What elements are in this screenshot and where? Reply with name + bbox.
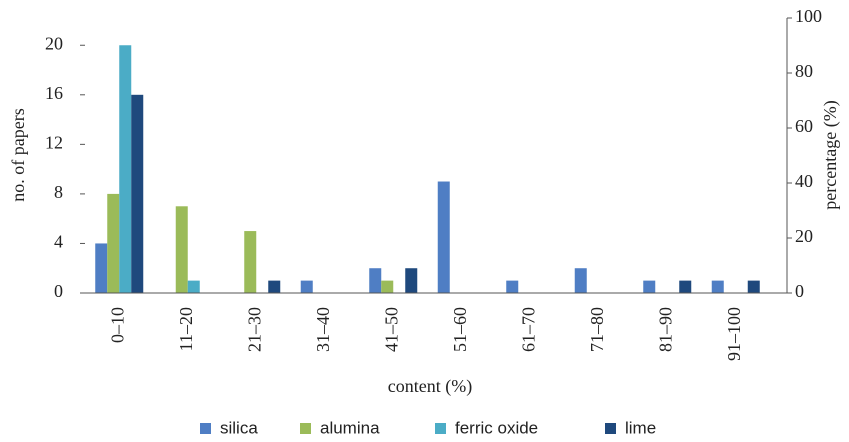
bar (711, 280, 724, 293)
x-tick-label: 41–50 (381, 307, 401, 352)
bar (381, 280, 394, 293)
bar (405, 268, 418, 293)
bar (95, 243, 108, 293)
bar (437, 181, 450, 293)
y-tick-label: 12 (45, 132, 63, 152)
x-tick-label: 11–20 (176, 307, 196, 351)
x-tick-label: 61–70 (518, 307, 538, 352)
bar (119, 45, 132, 293)
bar (175, 206, 188, 293)
bar (107, 193, 120, 293)
y2-axis-label: percentage (%) (820, 100, 841, 209)
y-tick-label: 16 (45, 83, 63, 103)
legend-swatch (300, 423, 311, 434)
bar (506, 280, 519, 293)
bar (300, 280, 313, 293)
y2-tick-label: 0 (795, 281, 804, 301)
bar (187, 280, 200, 293)
x-tick-label: 31–40 (313, 307, 333, 352)
y2-tick-label: 100 (795, 6, 822, 26)
bar (131, 94, 144, 293)
x-tick-label: 21–30 (244, 307, 264, 352)
x-tick-label: 91–100 (724, 307, 744, 361)
bar (268, 280, 281, 293)
legend-swatch (435, 423, 446, 434)
x-tick-label: 81–90 (655, 307, 675, 352)
bar (574, 268, 587, 293)
bar (643, 280, 656, 293)
y2-tick-label: 80 (795, 61, 813, 81)
legend-label: alumina (320, 418, 380, 437)
y-tick-label: 0 (54, 281, 63, 301)
y-tick-label: 20 (45, 33, 63, 53)
y-axis-label: no. of papers (8, 108, 28, 201)
legend-label: silica (220, 418, 258, 437)
bar (679, 280, 692, 293)
legend: silica alumina ferric oxide lime (200, 418, 656, 437)
bar (369, 268, 382, 293)
bar (747, 280, 760, 293)
bar (244, 231, 257, 293)
y-tick-label: 4 (54, 232, 63, 252)
legend-swatch (605, 423, 616, 434)
y2-tick-label: 60 (795, 116, 813, 136)
y2-tick-label: 40 (795, 171, 813, 191)
legend-label: lime (625, 418, 656, 437)
x-tick-label: 71–80 (587, 307, 607, 352)
y-tick-label: 8 (54, 182, 63, 202)
legend-label: ferric oxide (455, 418, 538, 437)
y2-tick-label: 20 (795, 226, 813, 246)
legend-swatch (200, 423, 211, 434)
x-tick-label: 0–10 (107, 307, 127, 343)
x-tick-label: 51–60 (450, 307, 470, 352)
x-axis-label: content (%) (388, 376, 472, 397)
